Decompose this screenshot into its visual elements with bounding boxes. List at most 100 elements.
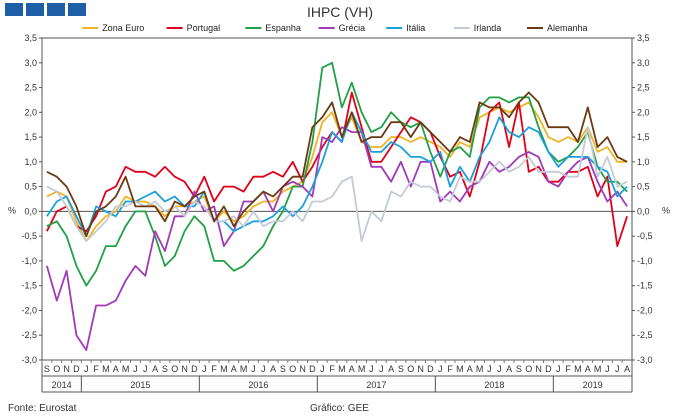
y-tick-label-left: 1,5 [24, 132, 37, 142]
y-tick-label-left: 0,5 [24, 182, 37, 192]
series-line-portugal [46, 91, 628, 248]
x-tick-label: A [231, 364, 237, 374]
y-tick-label-left: -1,5 [21, 281, 37, 291]
year-label: 2019 [583, 380, 603, 390]
y-tick-label-left: -1,0 [21, 256, 37, 266]
y-unit-left: % [8, 205, 16, 215]
x-tick-label: S [44, 364, 50, 374]
x-tick-label: F [447, 364, 453, 374]
series-line-itália [46, 111, 628, 238]
legend-label: Zona Euro [102, 23, 144, 33]
x-tick-label: N [181, 364, 188, 374]
x-tick-label: A [467, 364, 473, 374]
x-tick-label: N [417, 364, 424, 374]
y-tick-label-left: 2,5 [24, 83, 37, 93]
series-line-alemanha [46, 91, 628, 238]
x-tick-label: M [102, 364, 110, 374]
y-unit-right: % [662, 205, 670, 215]
year-label: 2018 [484, 380, 504, 390]
y-tick-label-left: -2,0 [21, 305, 37, 315]
y-tick-label-left: 2,0 [24, 107, 37, 117]
x-tick-label: J [251, 364, 256, 374]
x-tick-label: D [73, 364, 80, 374]
y-tick-label-left: -3,0 [21, 355, 37, 365]
legend-label: Portugal [187, 23, 221, 33]
x-tick-label: O [53, 364, 60, 374]
y-tick-label-right: 1,5 [637, 132, 650, 142]
legend-label: Itália [406, 23, 425, 33]
x-tick-label: D [191, 364, 198, 374]
x-tick-label: M [220, 364, 228, 374]
year-label: 2016 [248, 380, 268, 390]
y-tick-label-right: 3,0 [637, 58, 650, 68]
chart-credit: Gráfico: GEE [310, 403, 369, 414]
x-tick-label: A [152, 364, 158, 374]
series-line-espanha [46, 61, 628, 287]
x-tick-label: J [84, 364, 89, 374]
x-tick-label: A [506, 364, 512, 374]
x-tick-label: J [133, 364, 138, 374]
x-tick-label: M [240, 364, 248, 374]
x-tick-label: J [497, 364, 502, 374]
x-tick-label: J [605, 364, 610, 374]
x-tick-label: S [280, 364, 286, 374]
x-tick-label: O [289, 364, 296, 374]
x-tick-label: J [261, 364, 266, 374]
x-tick-label: O [525, 364, 532, 374]
y-tick-label-right: -1,0 [637, 256, 653, 266]
x-tick-label: O [407, 364, 414, 374]
x-tick-label: F [565, 364, 571, 374]
x-tick-label: N [299, 364, 306, 374]
y-tick-label-left: -2,5 [21, 330, 37, 340]
y-tick-label-right: 0,5 [637, 182, 650, 192]
x-tick-label: N [535, 364, 542, 374]
x-tick-label: F [329, 364, 335, 374]
x-tick-label: A [270, 364, 276, 374]
x-tick-label: D [545, 364, 552, 374]
x-tick-label: M [122, 364, 130, 374]
series-line-grécia [46, 126, 628, 352]
y-tick-label-right: -2,5 [637, 330, 653, 340]
x-tick-label: J [369, 364, 374, 374]
chart-title: IHPC (VH) [306, 4, 374, 20]
y-tick-label-left: -0,5 [21, 231, 37, 241]
y-tick-label-right: 0,0 [637, 206, 650, 216]
year-label: 2015 [130, 380, 150, 390]
y-tick-label-left: 0,0 [24, 206, 37, 216]
series-line-irlanda [46, 126, 628, 243]
x-tick-label: F [93, 364, 99, 374]
year-label: 2014 [52, 380, 72, 390]
x-tick-label: S [162, 364, 168, 374]
legend-label: Alemanha [547, 23, 588, 33]
x-tick-label: A [113, 364, 119, 374]
year-label: 2017 [366, 380, 386, 390]
y-tick-label-left: 3,5 [24, 33, 37, 43]
x-tick-label: A [388, 364, 394, 374]
y-tick-label-right: -2,0 [637, 305, 653, 315]
y-tick-label-right: -3,0 [637, 355, 653, 365]
x-tick-label: M [338, 364, 346, 374]
x-tick-label: J [202, 364, 207, 374]
y-tick-label-right: 2,5 [637, 83, 650, 93]
x-tick-label: M [358, 364, 366, 374]
legend-label: Grécia [339, 23, 366, 33]
x-tick-label: O [171, 364, 178, 374]
source-note: Fonte: Eurostat [8, 403, 77, 414]
x-tick-label: S [516, 364, 522, 374]
x-tick-label: J [615, 364, 620, 374]
x-tick-label: J [487, 364, 492, 374]
x-tick-label: M [456, 364, 464, 374]
x-tick-label: M [476, 364, 484, 374]
x-tick-label: M [594, 364, 602, 374]
x-tick-label: J [438, 364, 443, 374]
x-tick-label: A [585, 364, 591, 374]
y-tick-label-left: 1,0 [24, 157, 37, 167]
x-tick-label: D [309, 364, 316, 374]
x-tick-label: A [624, 364, 630, 374]
x-tick-label: N [63, 364, 70, 374]
y-tick-label-right: 2,0 [637, 107, 650, 117]
brand-logo [5, 3, 86, 16]
x-tick-label: J [556, 364, 561, 374]
y-tick-label-right: -1,5 [637, 281, 653, 291]
